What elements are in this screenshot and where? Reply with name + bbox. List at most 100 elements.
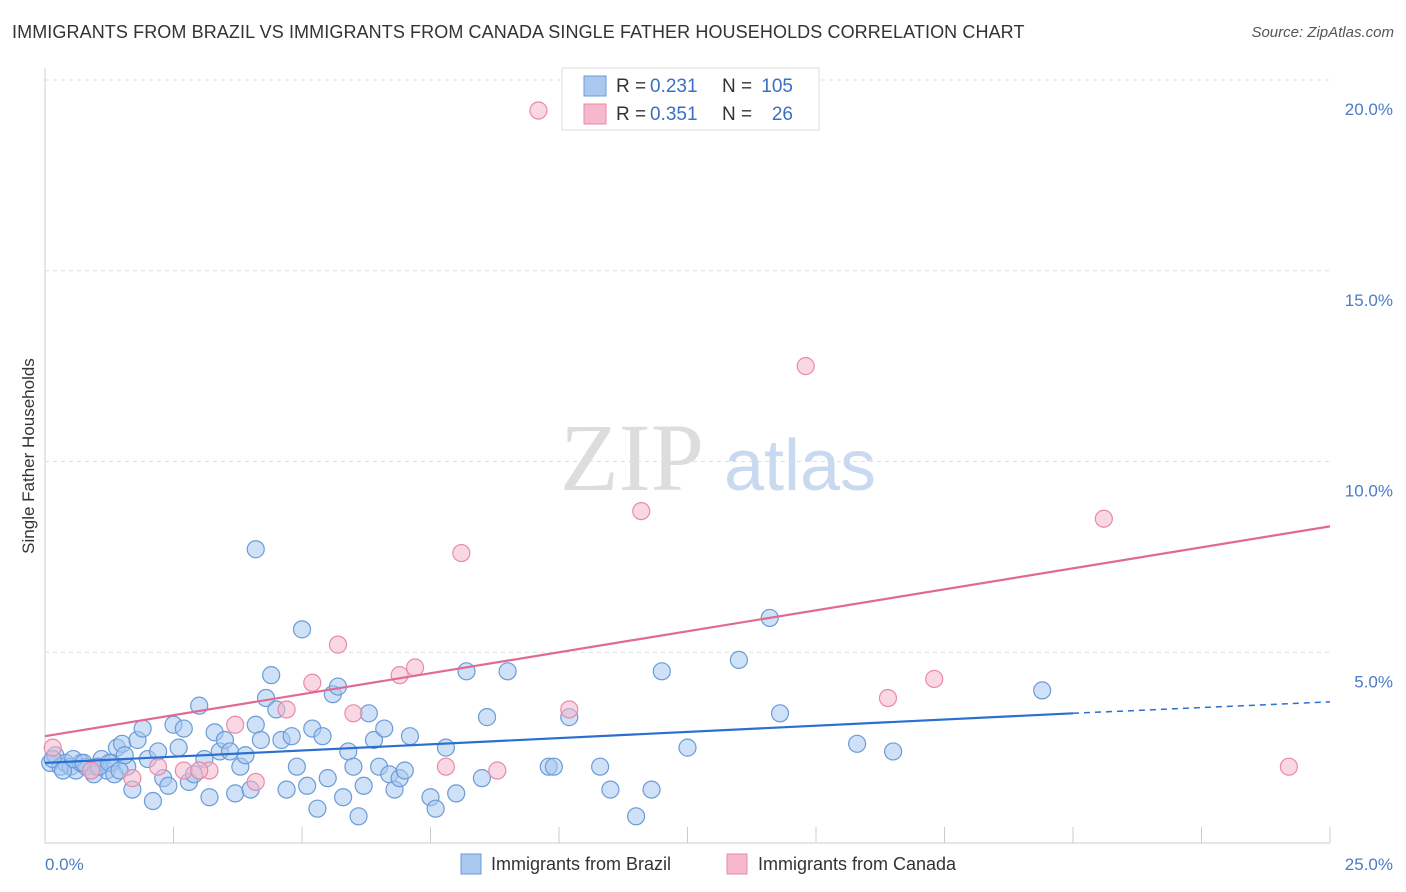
canada-point — [632, 501, 651, 521]
brazil-point — [447, 784, 466, 803]
brazil-point — [349, 807, 368, 826]
canada-point — [390, 666, 409, 685]
brazil-point — [246, 540, 265, 559]
brazil-point — [236, 746, 255, 765]
canada-point — [246, 772, 265, 792]
legend-swatch-canada — [583, 103, 607, 125]
brazil-point — [169, 738, 188, 757]
brazil-point — [251, 730, 270, 750]
watermark-zip: ZIP — [560, 404, 704, 511]
legend-n-label-brazil: N = — [722, 76, 752, 97]
legend-r-value-brazil: 0.231 — [650, 76, 698, 97]
canada-point — [123, 769, 142, 788]
brazil-point — [642, 780, 661, 799]
brazil-point — [220, 742, 240, 761]
canada-point — [277, 700, 296, 719]
canada-point — [529, 101, 548, 120]
y-axis-label: Single Father Households — [19, 358, 38, 554]
canada-point — [560, 700, 579, 719]
legend-swatch-brazil — [583, 75, 607, 97]
brazil-point — [159, 776, 178, 795]
brazil-point — [246, 715, 265, 734]
canada-point — [878, 688, 898, 708]
brazil-point — [498, 662, 517, 681]
brazil-point — [400, 727, 420, 746]
chart-title: IMMIGRANTS FROM BRAZIL VS IMMIGRANTS FRO… — [12, 22, 1025, 42]
brazil-point — [287, 757, 306, 776]
legend-r-label-brazil: R = — [616, 76, 646, 97]
y-tick-label: 5.0% — [1354, 672, 1393, 691]
axis-layer: 5.0% 10.0% 15.0% 20.0% 0.0% 25.0% — [44, 68, 1393, 874]
canada-point — [925, 669, 944, 689]
trend-layer — [44, 525, 1331, 764]
bottom-legend-label-brazil: Immigrants from Brazil — [491, 854, 671, 874]
brazil-point — [359, 704, 378, 723]
canada-point — [190, 761, 209, 780]
bottom-legend-swatch-canada — [726, 853, 748, 875]
brazil-point — [226, 784, 245, 803]
canada-point — [796, 357, 815, 376]
canada-trend-line — [44, 525, 1331, 738]
brazil-point — [318, 769, 337, 788]
brazil-point — [200, 788, 219, 807]
brazil-point — [344, 757, 363, 776]
brazil-point — [277, 780, 296, 799]
legend-n-label-canada: N = — [722, 104, 752, 125]
brazil-point — [133, 719, 152, 738]
brazil-point — [729, 650, 749, 669]
canada-point — [303, 673, 322, 692]
brazil-point — [298, 776, 317, 795]
brazil-point — [436, 738, 456, 757]
canada-point — [344, 704, 363, 723]
canada-point — [328, 635, 348, 654]
canada-point — [436, 757, 456, 776]
x-tick-label-max: 25.0% — [1345, 855, 1393, 874]
brazil-point — [395, 761, 414, 780]
brazil-point — [426, 799, 445, 818]
legend-bottom: Immigrants from Brazil Immigrants from C… — [460, 853, 957, 875]
brazil-point — [477, 708, 497, 727]
brazil-point — [339, 742, 358, 761]
x-tick-label-min: 0.0% — [45, 855, 84, 874]
legend-r-label-canada: R = — [616, 104, 646, 125]
brazil-point — [375, 719, 394, 738]
canada-point — [405, 658, 425, 677]
brazil-point — [115, 746, 134, 765]
brazil-point — [262, 666, 281, 685]
brazil-point — [174, 719, 193, 738]
brazil-point — [770, 704, 790, 723]
watermark: ZIP atlas — [560, 404, 876, 511]
canada-point — [226, 715, 245, 734]
brazil-point — [652, 662, 671, 681]
brazil-point — [883, 742, 903, 761]
y-tick-label: 15.0% — [1345, 291, 1393, 310]
legend-n-value-brazil: 105 — [761, 76, 793, 97]
brazil-point — [626, 807, 646, 826]
canada-point — [148, 757, 168, 776]
brazil-point — [591, 757, 610, 776]
canada-point — [488, 761, 507, 780]
brazil-point — [1033, 681, 1052, 700]
source-label: Source: ZipAtlas.com — [1251, 24, 1394, 41]
brazil-point — [354, 776, 373, 795]
legend-r-value-canada: 0.351 — [650, 104, 698, 125]
canada-point — [174, 761, 193, 780]
canada-point — [43, 738, 62, 757]
bottom-legend-swatch-brazil — [460, 853, 482, 875]
points-layer — [41, 101, 1298, 826]
watermark-atlas: atlas — [724, 426, 876, 506]
brazil-point — [292, 620, 312, 639]
brazil-point — [364, 730, 384, 750]
brazil-point — [601, 780, 620, 799]
legend-n-value-canada: 26 — [772, 104, 793, 125]
brazil-point — [143, 791, 163, 811]
y-tick-label: 10.0% — [1345, 482, 1393, 501]
brazil-trend-extension — [1072, 701, 1331, 715]
brazil-point — [472, 769, 491, 788]
brazil-point — [544, 757, 563, 776]
canada-point — [1094, 509, 1113, 528]
legend-top: R = 0.231 N = 105 R = 0.351 N = 26 — [561, 67, 820, 131]
canada-point — [1279, 757, 1298, 776]
brazil-point — [282, 727, 301, 746]
canada-point — [82, 761, 101, 780]
